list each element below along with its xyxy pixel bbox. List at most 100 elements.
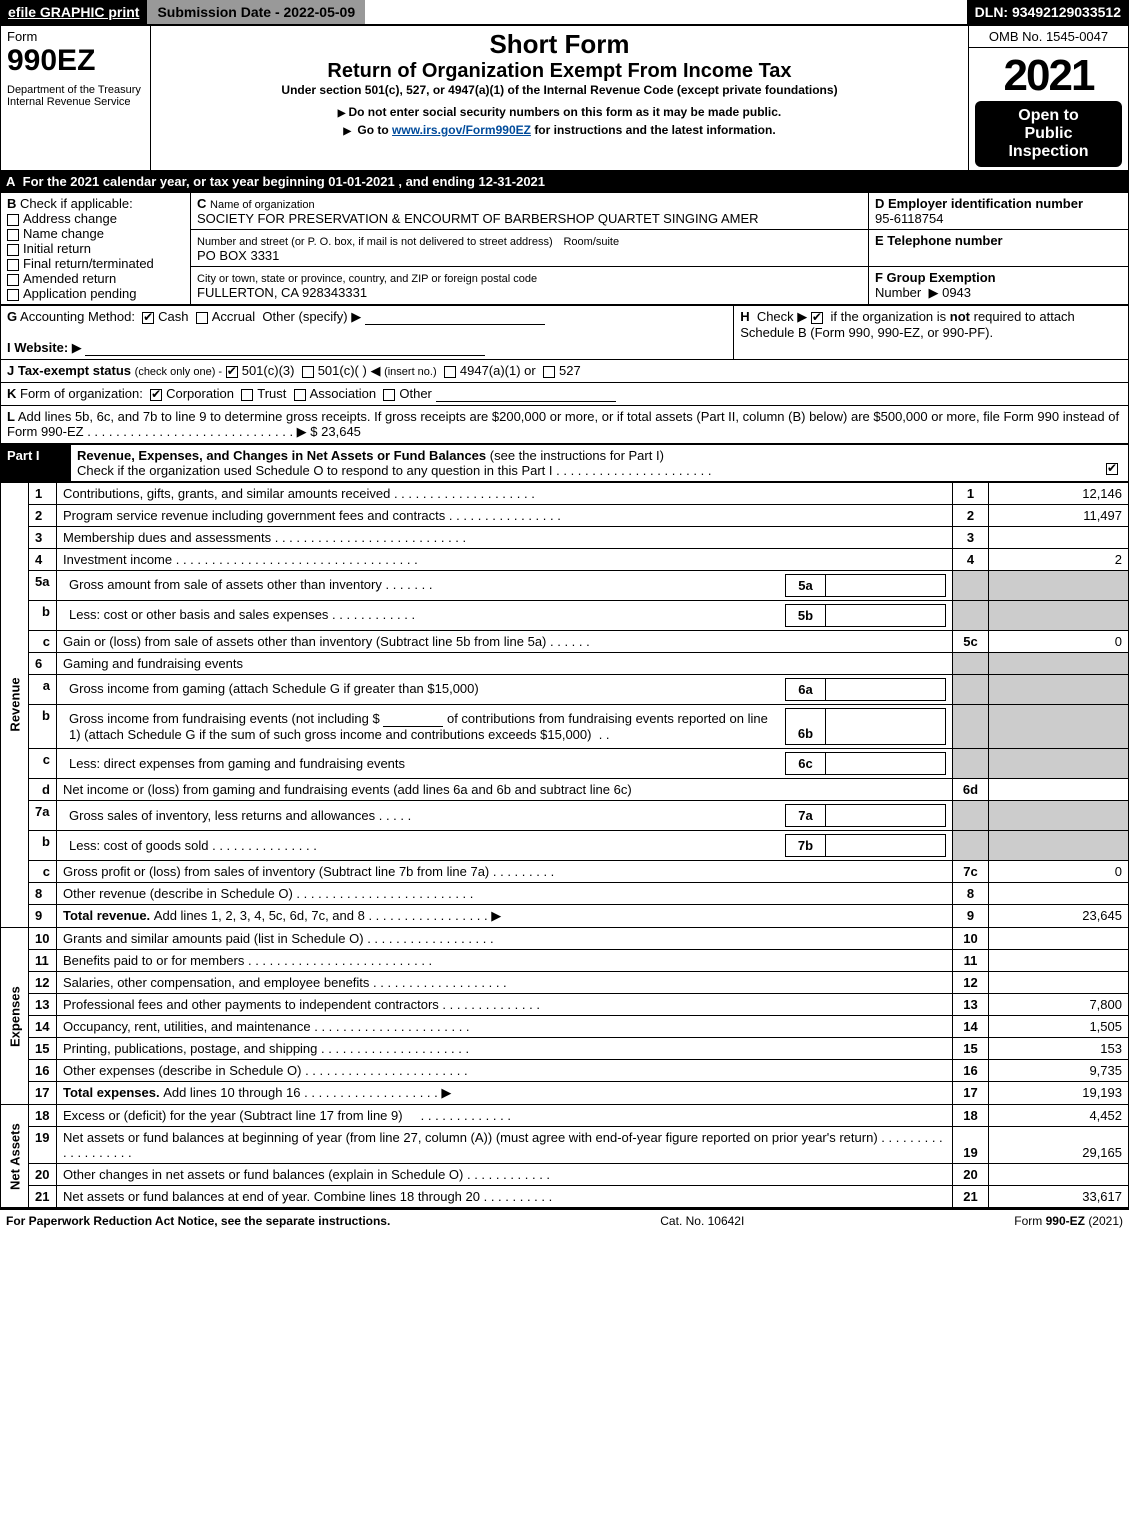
final-return-checkbox[interactable] <box>7 259 19 271</box>
schedule-o-checkbox[interactable] <box>1106 463 1118 475</box>
goto-line: Go to www.irs.gov/Form990EZ for instruct… <box>157 123 962 137</box>
l11-val <box>989 950 1129 972</box>
open-line2: Public <box>979 125 1118 143</box>
year-cell: 2021 Open to Public Inspection <box>969 48 1129 171</box>
l20-text: Other changes in net assets or fund bala… <box>57 1164 953 1186</box>
gross-receipts-amount: $ 23,645 <box>310 424 361 439</box>
l6-text: Gaming and fundraising events <box>57 652 953 674</box>
main-title: Return of Organization Exempt From Incom… <box>157 60 962 83</box>
501c3-checkbox[interactable] <box>226 366 238 378</box>
l7a-subval <box>826 805 946 827</box>
l7c-num: 7c <box>953 861 989 883</box>
l11-no: 11 <box>29 950 57 972</box>
h-label: H <box>740 309 749 324</box>
527-label: 527 <box>559 363 581 378</box>
l-label: L <box>7 409 15 424</box>
insert-no: (insert no.) <box>384 366 437 378</box>
l10-num: 10 <box>953 928 989 950</box>
l6a-no: a <box>29 674 57 704</box>
initial-return-checkbox[interactable] <box>7 244 19 256</box>
l8-num: 8 <box>953 883 989 905</box>
l5c-val: 0 <box>989 630 1129 652</box>
ghijkl-table: G Accounting Method: Cash Accrual Other … <box>0 305 1129 444</box>
l1-no: 1 <box>29 482 57 504</box>
l9-val: 23,645 <box>989 905 1129 928</box>
l6-num <box>953 652 989 674</box>
cash-checkbox[interactable] <box>142 312 154 324</box>
l16-text: Other expenses (describe in Schedule O) … <box>57 1060 953 1082</box>
topbar: efile GRAPHIC print Submission Date - 20… <box>0 0 1129 25</box>
4947-checkbox[interactable] <box>444 366 456 378</box>
l7a-val <box>989 801 1129 831</box>
app-pending-checkbox[interactable] <box>7 289 19 301</box>
corp-label: Corporation <box>166 386 234 401</box>
l18-text: Excess or (deficit) for the year (Subtra… <box>57 1105 953 1127</box>
l5b-no: b <box>29 600 57 630</box>
l7c-no: c <box>29 861 57 883</box>
addr-change-checkbox[interactable] <box>7 214 19 226</box>
l6d-val <box>989 779 1129 801</box>
l9-text: Total revenue. Add lines 1, 2, 3, 4, 5c,… <box>57 905 953 928</box>
c-street-label: Number and street (or P. O. box, if mail… <box>197 236 553 248</box>
l2-no: 2 <box>29 504 57 526</box>
amended-return-checkbox[interactable] <box>7 274 19 286</box>
l5a-subval <box>826 574 946 596</box>
l11-num: 11 <box>953 950 989 972</box>
footer-left: For Paperwork Reduction Act Notice, see … <box>6 1214 390 1228</box>
trust-checkbox[interactable] <box>241 389 253 401</box>
c-room-label: Room/suite <box>563 236 619 248</box>
other-org-line[interactable] <box>436 388 616 402</box>
l7b-val <box>989 831 1129 861</box>
l6b-no: b <box>29 704 57 749</box>
accrual-checkbox[interactable] <box>196 312 208 324</box>
l21-num: 21 <box>953 1186 989 1208</box>
part1-desc2: (see the instructions for Part I) <box>490 448 664 463</box>
l20-no: 20 <box>29 1164 57 1186</box>
a-prefix: A <box>6 174 15 189</box>
section-d: D Employer identification number 95-6118… <box>869 193 1129 230</box>
schedule-b-checkbox[interactable] <box>811 312 823 324</box>
l1-val: 12,146 <box>989 482 1129 504</box>
assoc-checkbox[interactable] <box>294 389 306 401</box>
l7b-subval <box>826 835 946 857</box>
other-label: Other (specify) <box>262 309 347 324</box>
l6b-sub: 6b <box>786 708 826 745</box>
efile-print-link[interactable]: efile GRAPHIC print <box>0 0 147 24</box>
irs-link[interactable]: www.irs.gov/Form990EZ <box>392 123 531 137</box>
section-k: K Form of organization: Corporation Trus… <box>1 383 1129 406</box>
l6-no: 6 <box>29 652 57 674</box>
expenses-sidebar: Expenses <box>1 928 29 1105</box>
l16-no: 16 <box>29 1060 57 1082</box>
b-label: B <box>7 196 16 211</box>
l6d-text: Net income or (loss) from gaming and fun… <box>57 779 953 801</box>
h-pre: Check ▶ <box>757 309 807 324</box>
l5a-text: Gross amount from sale of assets other t… <box>57 570 953 600</box>
city-value: FULLERTON, CA 928343331 <box>197 285 367 300</box>
l13-text: Professional fees and other payments to … <box>57 994 953 1016</box>
part1-header-table: Part I Revenue, Expenses, and Changes in… <box>0 444 1129 482</box>
l9-no: 9 <box>29 905 57 928</box>
corp-checkbox[interactable] <box>150 389 162 401</box>
contrib-line[interactable] <box>383 713 443 727</box>
l6c-subval <box>826 753 946 775</box>
l9-num: 9 <box>953 905 989 928</box>
name-change-checkbox[interactable] <box>7 229 19 241</box>
goto-post: for instructions and the latest informat… <box>534 123 775 137</box>
l20-val <box>989 1164 1129 1186</box>
l17-num: 17 <box>953 1082 989 1105</box>
501c-checkbox[interactable] <box>302 366 314 378</box>
other-org-checkbox[interactable] <box>383 389 395 401</box>
header-table: Form 990EZ Department of the Treasury In… <box>0 25 1129 171</box>
l18-val: 4,452 <box>989 1105 1129 1127</box>
501c3-label: 501(c)(3) <box>242 363 295 378</box>
l2-text: Program service revenue including govern… <box>57 504 953 526</box>
lines-table: Revenue 1 Contributions, gifts, grants, … <box>0 482 1129 1209</box>
l13-num: 13 <box>953 994 989 1016</box>
l12-text: Salaries, other compensation, and employ… <box>57 972 953 994</box>
527-checkbox[interactable] <box>543 366 555 378</box>
section-e: E Telephone number <box>869 230 1129 267</box>
other-specify-line[interactable] <box>365 311 545 325</box>
efile-link[interactable]: efile GRAPHIC print <box>8 4 139 20</box>
l5a-sub: 5a <box>786 574 826 596</box>
website-line[interactable] <box>85 342 485 356</box>
